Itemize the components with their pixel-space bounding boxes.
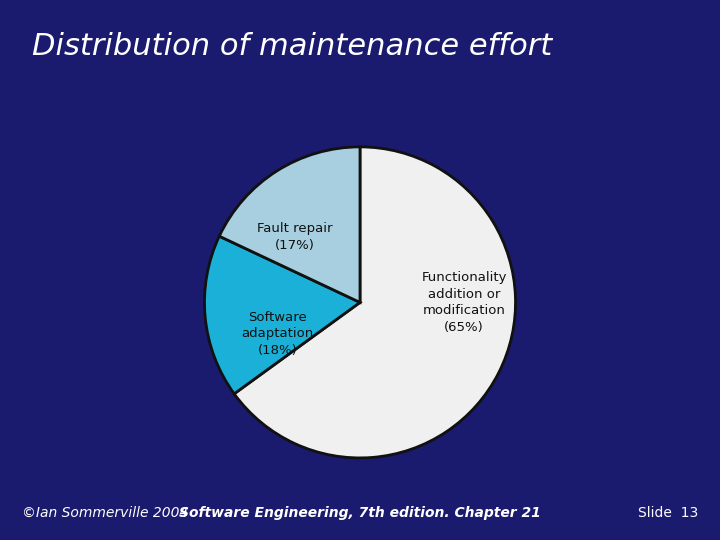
Text: Distribution of maintenance effort: Distribution of maintenance effort [32, 32, 553, 61]
Wedge shape [234, 147, 516, 458]
Text: Fault repair
(17%): Fault repair (17%) [257, 222, 333, 252]
Text: Slide  13: Slide 13 [638, 507, 698, 520]
Wedge shape [220, 147, 360, 302]
Text: Software
adaptation
(18%): Software adaptation (18%) [241, 310, 314, 356]
Wedge shape [204, 236, 360, 394]
Text: Functionality
addition or
modification
(65%): Functionality addition or modification (… [421, 271, 507, 334]
Text: Software Engineering, 7th edition. Chapter 21: Software Engineering, 7th edition. Chapt… [179, 507, 541, 520]
Text: ©Ian Sommerville 2004: ©Ian Sommerville 2004 [22, 507, 188, 520]
